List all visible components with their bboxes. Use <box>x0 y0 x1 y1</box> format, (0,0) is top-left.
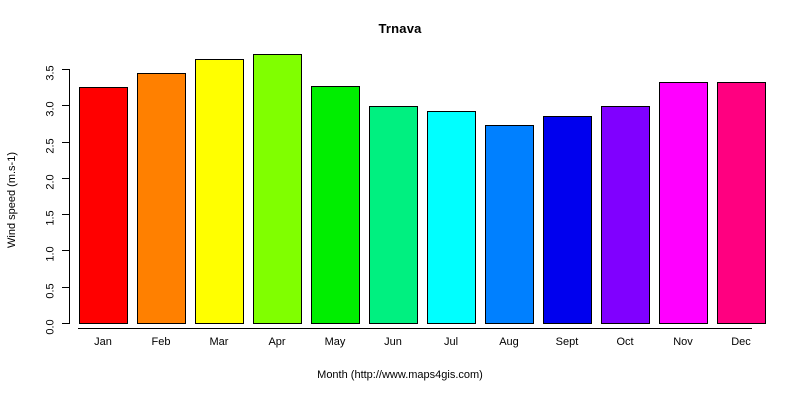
x-axis-line <box>78 328 752 329</box>
bar <box>716 81 766 324</box>
y-axis-tick-label-text: 1.0 <box>44 246 57 263</box>
y-axis-title: Wind speed (m.s-1) <box>4 0 20 400</box>
x-axis-tick-label: Jul <box>443 336 459 348</box>
y-axis-tick-label-text: 1.5 <box>44 210 57 226</box>
y-axis-tick-label-text: 0.5 <box>44 283 57 299</box>
y-axis-title-text: Wind speed (m.s-1) <box>6 152 18 248</box>
y-axis-line <box>69 69 70 324</box>
y-axis-tick-label-text: 3.0 <box>44 101 57 117</box>
y-axis-tick-label-text: 0.0 <box>44 319 57 335</box>
y-axis-tick <box>62 323 69 324</box>
y-axis-tick-label: 1.0 <box>0 244 58 262</box>
x-axis-tick-label: Aug <box>499 336 519 348</box>
y-axis-tick-label: 0.5 <box>0 281 58 298</box>
y-axis-tick <box>62 177 69 179</box>
bar <box>194 59 244 324</box>
x-axis-tick-label: Mar <box>209 336 229 348</box>
y-axis-tick-label: 2.5 <box>0 136 58 153</box>
x-axis-tick-label: Nov <box>673 336 693 348</box>
x-axis-tick-label: Apr <box>268 336 286 348</box>
x-axis-tick-label: Feb <box>151 336 171 348</box>
bar <box>542 116 592 324</box>
y-axis-tick-label: 2.0 <box>0 172 58 189</box>
bar <box>78 87 128 324</box>
x-axis-title: Month (http://www.maps4gis.com) <box>317 369 483 381</box>
chart-title: Trnava <box>378 21 422 36</box>
y-axis-tick <box>62 141 69 143</box>
y-axis-tick-label: 1.5 <box>0 208 58 225</box>
y-axis-tick-label: 3.5 <box>0 63 58 80</box>
y-axis-tick-label-text: 2.0 <box>44 174 57 190</box>
x-axis-tick-label: May <box>324 336 346 348</box>
y-axis-tick-label: 3.0 <box>0 99 58 117</box>
x-axis-tick-label: Dec <box>731 336 751 348</box>
y-axis-tick-label-text: 3.5 <box>44 65 57 81</box>
y-axis-tick <box>62 286 69 288</box>
x-axis-tick-label: Sept <box>555 336 579 348</box>
bar <box>600 105 650 324</box>
y-axis-tick <box>62 214 69 216</box>
y-axis-tick <box>62 105 69 107</box>
y-axis-tick-label: 0.0 <box>0 317 58 334</box>
y-axis-tick-label-text: 2.5 <box>44 137 57 154</box>
bar <box>658 81 708 324</box>
bar <box>136 72 186 324</box>
y-axis-tick <box>62 250 69 252</box>
bar <box>426 110 476 324</box>
bar <box>310 85 360 324</box>
bar <box>252 54 302 324</box>
y-axis-tick <box>62 69 69 70</box>
x-axis-tick-label: Oct <box>616 336 634 348</box>
bar-series <box>74 54 770 324</box>
bar <box>368 106 418 324</box>
x-axis-tick-label: Jun <box>384 336 402 348</box>
x-axis-tick-label: Jan <box>94 336 112 348</box>
bar <box>484 125 534 324</box>
